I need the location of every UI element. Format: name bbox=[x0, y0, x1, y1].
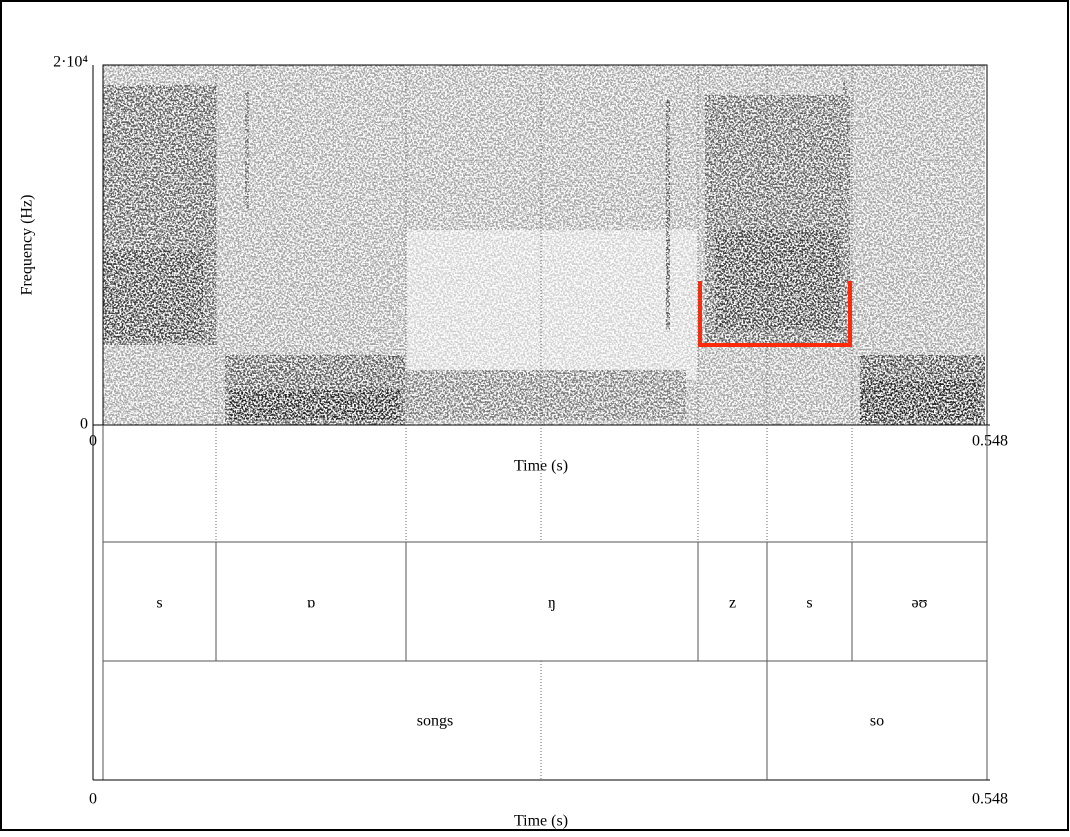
tier1-label: s bbox=[806, 595, 812, 612]
tier1-label: ŋ bbox=[548, 595, 556, 612]
y-axis-label: Frequency (Hz) bbox=[19, 195, 36, 296]
bottom-x-end: 0.548 bbox=[972, 791, 1008, 808]
y-top-label: 2·10⁴ bbox=[53, 54, 88, 71]
tier2-label: so bbox=[870, 713, 884, 730]
x-axis-label: Time (s) bbox=[514, 458, 568, 475]
tier1-label: əʊ bbox=[912, 595, 928, 612]
textgrid bbox=[92, 425, 990, 781]
x-end-label: 0.548 bbox=[972, 433, 1008, 450]
spectrogram bbox=[103, 65, 985, 425]
tier1-label: ɒ bbox=[307, 595, 315, 612]
tier1-label: z bbox=[729, 595, 736, 612]
bottom-x-start: 0 bbox=[89, 791, 97, 808]
y-bottom-label: 0 bbox=[80, 416, 88, 433]
tier2-label: songs bbox=[417, 713, 453, 730]
highlight-bracket bbox=[698, 281, 852, 347]
bottom-x-axis-label: Time (s) bbox=[514, 813, 568, 830]
tier1-label: s bbox=[156, 595, 162, 612]
